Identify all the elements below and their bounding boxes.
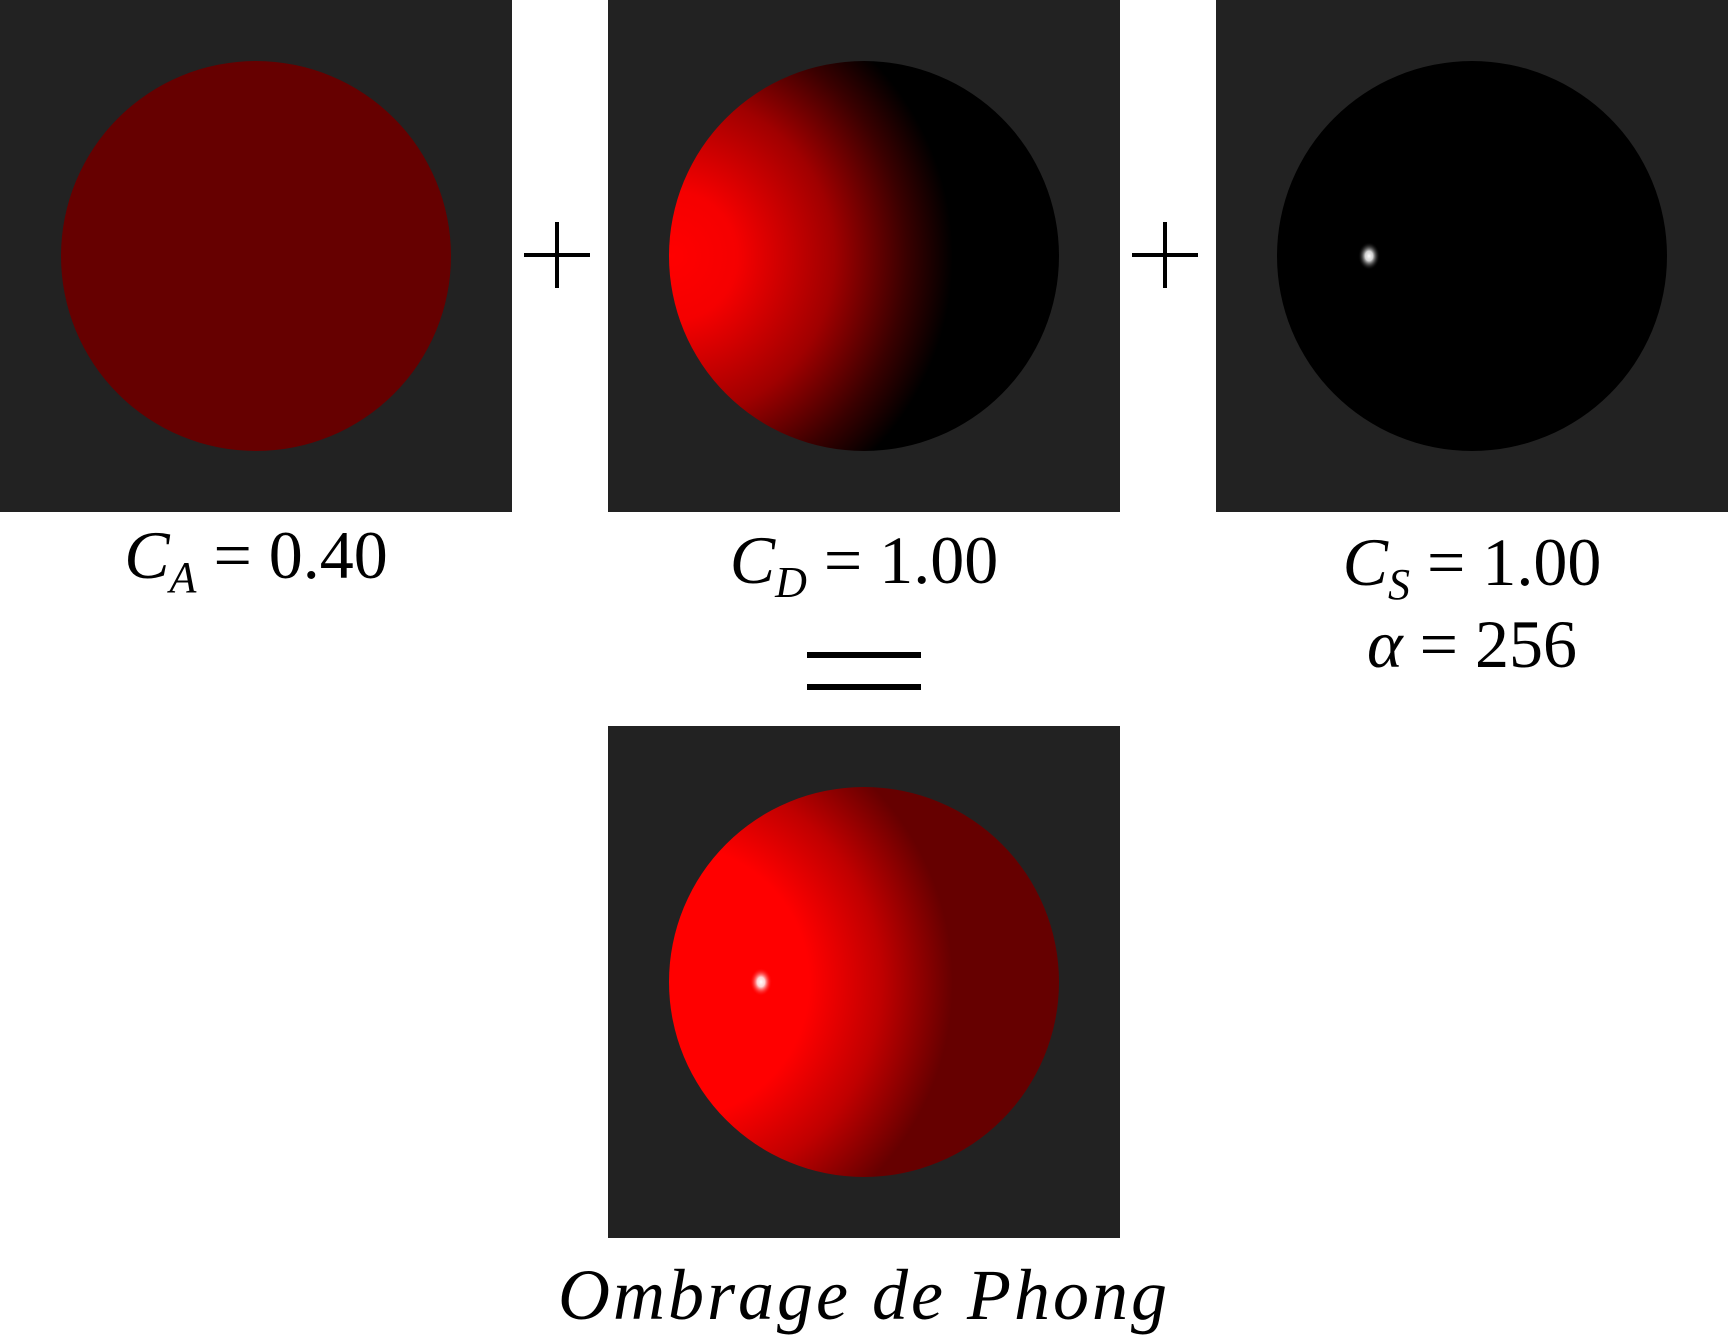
ambient-render [0,0,512,512]
ambient-sphere [61,61,451,451]
phong-result-render [608,726,1120,1238]
phong-result-sphere [669,787,1059,1177]
plus-sign [1132,222,1198,288]
specular-highlight [1358,242,1380,270]
specular-coefficient-label: CS = 1.00 [1342,524,1602,609]
ambient-coefficient-label: CA = 0.40 [124,517,388,602]
equals-sign [807,650,921,692]
specular-exponent-label: α = 256 [1366,606,1578,682]
diffuse-sphere [669,61,1059,451]
diffuse-panel [608,0,1120,512]
diffuse-coefficient-label: CD = 1.00 [729,522,999,607]
specular-render [1216,0,1728,512]
phong-result-panel [608,726,1120,1238]
diffuse-render [608,0,1120,512]
phong-result-highlight [750,968,772,996]
specular-sphere [1277,61,1667,451]
specular-panel [1216,0,1728,512]
plus-sign [524,222,590,288]
ambient-panel [0,0,512,512]
caption: Ombrage de Phong [558,1255,1170,1335]
